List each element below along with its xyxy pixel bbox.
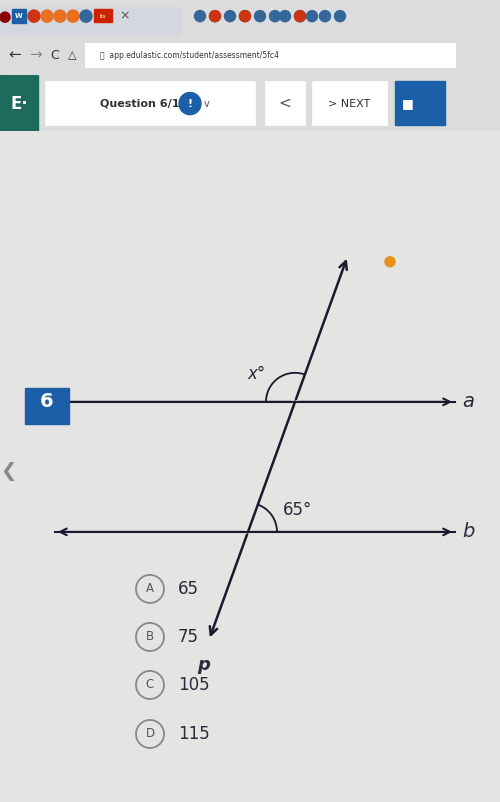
Circle shape — [240, 10, 250, 22]
Text: C: C — [50, 49, 59, 62]
Text: 🔒  app.edulastic.com/student/assessment/5fc4: 🔒 app.edulastic.com/student/assessment/5… — [100, 51, 279, 60]
Circle shape — [294, 10, 306, 22]
Text: b: b — [462, 522, 474, 541]
Circle shape — [280, 10, 290, 22]
Circle shape — [0, 12, 10, 22]
Circle shape — [385, 257, 395, 267]
Text: Question 6/19: Question 6/19 — [100, 99, 188, 108]
Bar — [312, 82, 387, 124]
Text: x°: x° — [248, 365, 266, 383]
Text: 6: 6 — [40, 392, 54, 411]
Text: C: C — [146, 678, 154, 691]
Text: 65°: 65° — [284, 501, 312, 519]
Text: ■: ■ — [402, 97, 414, 110]
Text: <: < — [278, 96, 291, 111]
Text: > NEXT: > NEXT — [328, 99, 370, 108]
Text: ×: × — [120, 10, 130, 22]
Text: !: ! — [188, 99, 192, 108]
Text: △: △ — [68, 51, 76, 60]
Circle shape — [224, 10, 235, 22]
Text: its: its — [100, 14, 106, 18]
Text: →: → — [28, 48, 42, 63]
Bar — [0, 7, 180, 35]
Bar — [395, 82, 445, 124]
Text: A: A — [146, 582, 154, 595]
Circle shape — [194, 10, 205, 22]
Text: 65: 65 — [178, 580, 199, 598]
Circle shape — [210, 10, 220, 22]
Bar — [25, 388, 69, 423]
Bar — [85, 43, 455, 67]
Bar — [265, 82, 305, 124]
Circle shape — [270, 10, 280, 22]
Text: 75: 75 — [178, 628, 199, 646]
Bar — [94, 9, 112, 22]
Circle shape — [210, 10, 220, 22]
Circle shape — [254, 10, 266, 22]
Circle shape — [334, 10, 345, 22]
Text: ←: ← — [8, 48, 22, 63]
Circle shape — [179, 92, 201, 115]
Text: 115: 115 — [178, 725, 210, 743]
Circle shape — [41, 10, 53, 22]
Circle shape — [80, 10, 92, 22]
Text: ❮: ❮ — [0, 463, 16, 481]
Text: 105: 105 — [178, 676, 210, 694]
Circle shape — [240, 10, 250, 22]
Bar — [45, 82, 255, 124]
Bar — [0, 75, 38, 131]
Text: W: W — [15, 13, 23, 19]
Text: D: D — [146, 727, 154, 740]
Text: B: B — [146, 630, 154, 643]
Text: a: a — [462, 392, 474, 411]
Circle shape — [67, 10, 79, 22]
Circle shape — [320, 10, 330, 22]
Circle shape — [54, 10, 66, 22]
Circle shape — [306, 10, 318, 22]
Circle shape — [294, 10, 306, 22]
Circle shape — [28, 10, 40, 22]
Text: v: v — [204, 99, 210, 108]
Text: E·: E· — [10, 95, 28, 112]
Bar — [12, 9, 26, 23]
Text: p: p — [198, 656, 210, 674]
